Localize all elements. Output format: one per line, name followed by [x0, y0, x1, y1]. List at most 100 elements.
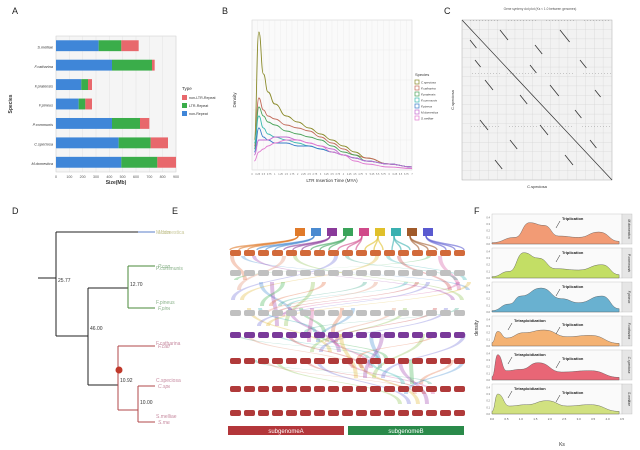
panel-f-xtick: 4.5 — [620, 417, 625, 421]
panel-f-ytick: 0.0 — [486, 378, 490, 382]
panel-e-chromosome — [342, 332, 353, 338]
panel-b-xtick: 5.25 — [370, 173, 375, 176]
panel-e-chromosome — [426, 270, 437, 276]
panel-e-synteny-ribbon — [368, 360, 405, 384]
panel-e-fan-ribbon — [328, 235, 347, 251]
panel-c-dot — [518, 126, 519, 127]
panel-c-dot — [586, 73, 587, 74]
panel-c-dot — [555, 20, 556, 21]
panel-e-chromosome — [258, 250, 269, 256]
panel-a-bar-segment — [78, 98, 86, 110]
panel-b-xtick: 7 — [411, 173, 413, 176]
panel-f-annotation-arrow — [507, 322, 513, 331]
panel-b-series-line — [254, 139, 413, 169]
panel-e-fan-ribbon — [425, 235, 465, 251]
panel-e-chromosome — [356, 310, 367, 316]
panel-a-bar-segment — [56, 40, 99, 52]
panel-e-chromosome — [286, 410, 297, 416]
panel-e-chromosome — [244, 386, 255, 392]
panel-c-dot — [560, 73, 561, 74]
panel-c-dot — [525, 73, 526, 74]
panel-f-density-area — [491, 222, 620, 245]
panel-c-dot — [526, 20, 527, 21]
panel-f-annotation: Triplication — [562, 284, 584, 289]
panel-e-synteny-ribbon — [346, 360, 435, 394]
panel-e-chromosome — [440, 386, 451, 392]
panel-e-synteny-ribbon — [234, 256, 431, 280]
panel-f-ytick: 0.1 — [486, 337, 490, 341]
panel-e-chromosome — [426, 332, 437, 338]
panel-c-dot — [514, 20, 515, 21]
panel-c-dot — [550, 126, 551, 127]
panel-e-fan-ribbon — [355, 235, 363, 251]
panel-c-dot — [600, 126, 601, 127]
panel-e-chromosome — [314, 386, 325, 392]
panel-e-chromosome — [244, 250, 255, 256]
panel-a-legend-swatch — [182, 103, 187, 108]
panel-f-track: F.catharina 0.0 0.1 0.2 0.3 0.4 Tetraploidizat… — [486, 315, 633, 348]
panel-e-chromosome — [342, 310, 353, 316]
panel-f-ytick: 0.2 — [486, 297, 490, 301]
panel-f-ytick: 0.3 — [486, 324, 490, 328]
panel-e-chromosome — [370, 250, 381, 256]
panel-f-xtick: 2.5 — [562, 417, 567, 421]
panel-e-chromosome — [286, 358, 297, 364]
panel-f-annotation: Triplication — [562, 250, 584, 255]
panel-c-dot — [529, 20, 530, 21]
panel-e-chromosome — [328, 386, 339, 392]
panel-b-xlabel: LTR Insertion Time (MYA) — [306, 178, 358, 183]
panel-c-dot — [596, 20, 597, 21]
panel-f-xtick: 1.0 — [519, 417, 524, 421]
panel-c-synteny-segment — [469, 39, 477, 49]
panel-f-species-label: F.catharina — [627, 323, 631, 340]
panel-c-xlabel: C.speciosa — [527, 184, 548, 189]
panel-c-synteny-segment — [594, 89, 601, 98]
panel-f-xtick: 4.0 — [605, 417, 610, 421]
panel-f-annotation-arrow — [507, 390, 513, 399]
panel-e-chromosome — [230, 250, 241, 256]
panel-e-fan-ribbon — [373, 235, 379, 251]
panel-e-top-chromosome — [343, 228, 353, 236]
panel-e-synteny-ribbon — [310, 308, 407, 352]
tree-node-label-1: 25.77 — [58, 278, 71, 284]
panel-f-xtick: 0.5 — [504, 417, 509, 421]
panel-e-synteny-ribbon — [357, 334, 436, 358]
panel-c-dot — [487, 73, 488, 74]
panel-c-synteny-segment — [499, 29, 509, 41]
panel-c-dot — [582, 126, 583, 127]
panel-a-xtick: 500 — [120, 175, 126, 179]
panel-c-synteny-segment — [564, 154, 574, 166]
panel-f-species-label: S.melliae — [627, 392, 631, 406]
panel-e-chromosome — [384, 386, 395, 392]
panel-f-xtick: 1.5 — [533, 417, 538, 421]
panel-c-dot — [511, 20, 512, 21]
panel-c-diagonal — [461, 19, 613, 181]
panel-c-synteny-segment — [574, 109, 582, 119]
panel-e-synteny-ribbon — [231, 256, 338, 300]
panel-e-fan-ribbon — [247, 235, 299, 251]
panel-e-chromosome — [244, 332, 255, 338]
panel-c-dot — [601, 73, 602, 74]
panel-a-bar-segment — [81, 79, 88, 91]
panel-e-synteny-ribbon — [272, 282, 419, 316]
panel-c-dot — [561, 20, 562, 21]
panel-c-dot — [570, 20, 571, 21]
panel-c-dot — [594, 126, 595, 127]
panel-c-dot — [565, 126, 566, 127]
panel-a-bar-segment — [56, 137, 119, 149]
panel-c-synteny-segment — [534, 44, 543, 55]
panel-c-dot — [477, 126, 478, 127]
panel-c-dot — [558, 20, 559, 21]
panel-e-row-label: F.pineus — [156, 300, 175, 306]
panel-c-dot — [486, 126, 487, 127]
panel-e-fan-ribbon — [337, 235, 363, 251]
panel-c-dot — [546, 20, 547, 21]
panel-f-annotation: Tetraploidization — [514, 352, 546, 357]
subgenome-a-bar — [228, 426, 344, 435]
tree-taxon-label: M.domestica — [158, 230, 170, 236]
panel-e-synteny-ribbon — [276, 334, 379, 358]
panel-e-chromosome — [370, 270, 381, 276]
panel-e-chromosome — [244, 410, 255, 416]
panel-e-synteny-ribbon — [263, 282, 378, 316]
panel-a-xtick: 700 — [146, 175, 152, 179]
